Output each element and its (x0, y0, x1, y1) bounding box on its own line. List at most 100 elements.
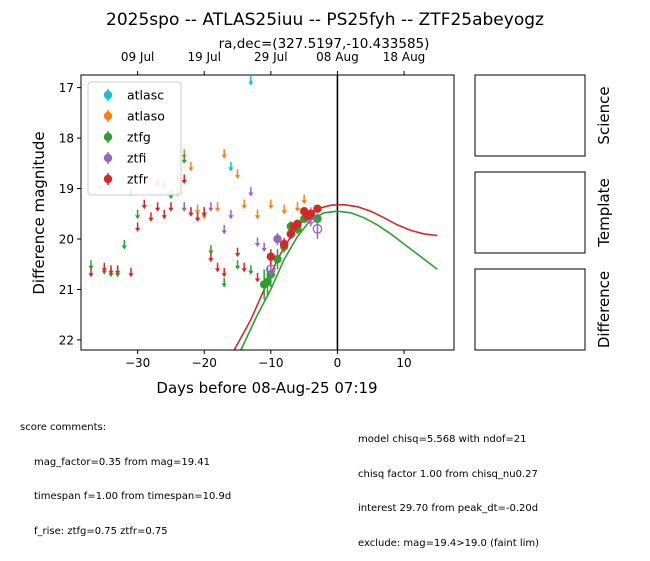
image-panel-label: Difference (595, 271, 613, 348)
plot-area: −30 −20 −10 0 10 09 Jul 19 Jul 29 Jul 08 Aug 18 A… (59, 50, 455, 370)
chart-title: 2025spo -- ATLAS25iuu -- PS25fyh -- ZTF2… (106, 10, 544, 30)
legend: atlasc atlaso ztfg ztfi ztfr (87, 81, 182, 196)
score-comments: score comments: mag_factor=0.35 from mag… (20, 399, 231, 549)
upper-limit-arrow-ztfr (181, 179, 187, 184)
upper-limit-arrow-ztfr (234, 253, 241, 258)
upper-limit-arrow-atlasc (228, 167, 234, 172)
y-tick-label: 17 (59, 81, 74, 95)
upper-limit-arrow-ztfr (128, 273, 134, 278)
top-tick-label: 09 Jul (121, 50, 155, 64)
upper-limit-arrow-ztfg (208, 250, 214, 255)
upper-limit-arrow-ztfr (88, 273, 94, 278)
upper-limit-arrow-ztfg (121, 245, 127, 250)
data-point-ztfr (306, 209, 315, 218)
upper-limit-arrow-ztfi (181, 207, 187, 212)
upper-limit-arrow-ztfr (148, 217, 154, 222)
chart-subtitle: ra,dec=(327.5197,-10.433585) (219, 36, 430, 52)
legend-marker-ztfg (103, 132, 113, 142)
upper-limit-arrow-atlaso (268, 205, 274, 210)
upper-limit-arrow-ztfr (254, 278, 261, 283)
upper-limit-arrow-ztfg (88, 265, 94, 270)
model-line: exclude: mag=19.4>19.0 (faint lim) (358, 537, 540, 549)
legend-label-ztfr: ztfr (127, 172, 149, 187)
upper-limit-arrow-ztfr (161, 215, 167, 220)
upper-limit-arrow-ztfr (194, 217, 201, 222)
upper-limit-arrow-ztfi (248, 192, 254, 197)
data-point-ztfr (293, 219, 302, 229)
y-tick-label: 22 (59, 333, 74, 347)
upper-limit-arrow-ztfi (228, 215, 234, 220)
top-tick-label: 18 Aug (383, 50, 426, 64)
model-comments: model chisq=5.568 with ndof=21 chisq fac… (358, 411, 539, 561)
image-panel-science (474, 74, 586, 157)
upper-limit-arrow-atlaso (241, 205, 247, 210)
upper-limit-arrow-ztfr (154, 207, 161, 212)
upper-limit-arrow-ztfi (221, 230, 227, 235)
plot-inner (88, 75, 438, 350)
upper-limit-arrow-ztfr (101, 268, 107, 273)
upper-limit-arrow-ztfg (221, 283, 227, 288)
upper-limit-arrow-ztfr (168, 207, 174, 212)
upper-limit-arrow-ztfg (115, 273, 121, 278)
upper-limit-arrow-ztfr (221, 273, 227, 278)
upper-limit-arrow-ztfr (141, 205, 147, 210)
upper-limit-arrow-ztfr (188, 212, 194, 217)
model-line: model chisq=5.568 with ndof=21 (358, 434, 527, 445)
x-tick-label: 10 (396, 356, 411, 370)
nondetection-point-ztfi (312, 224, 323, 234)
x-tick-label: 0 (334, 356, 342, 370)
top-tick-label: 29 Jul (254, 50, 288, 64)
image-panel-template (474, 171, 586, 254)
upper-limit-arrow-atlaso (188, 167, 194, 172)
upper-limit-arrow-atlaso (281, 210, 287, 215)
data-point-ztfr (266, 252, 276, 261)
upper-limit-arrow-atlasc (248, 81, 254, 86)
upper-limit-arrow-atlaso (234, 174, 241, 179)
data-point-ztfg (263, 277, 272, 287)
legend-marker-ztfi (103, 153, 113, 163)
y-tick-label: 21 (59, 283, 74, 297)
x-tick-label: −20 (192, 356, 217, 370)
upper-limit-arrow-ztfi (208, 207, 214, 212)
data-point-ztfr (279, 239, 289, 249)
legend-marker-atlaso (103, 111, 113, 121)
upper-limit-arrow-ztfr (201, 212, 207, 217)
data-point-ztfg (273, 254, 282, 264)
upper-limit-arrow-ztfg (181, 159, 187, 164)
upper-limit-arrow-ztfr (214, 268, 221, 273)
upper-limit-arrow-ztfg (168, 195, 174, 200)
upper-limit-arrow-ztfr (108, 270, 114, 275)
legend-marker-atlasc (103, 90, 113, 100)
upper-limit-arrow-ztfi (261, 248, 267, 253)
image-panels: Science Template Difference (474, 74, 613, 351)
upper-limit-arrow-ztfr (241, 268, 247, 273)
legend-label-atlaso: atlaso (127, 109, 165, 124)
nondetection-point-ztfi (265, 264, 276, 275)
upper-limit-arrow-atlaso (254, 215, 261, 220)
score-line: f_rise: ztfg=0.75 ztfr=0.75 (34, 525, 168, 537)
upper-limit-arrow-ztfr (208, 258, 214, 263)
upper-limit-arrow-ztfg (248, 270, 254, 275)
score-comments-header: score comments: (20, 422, 107, 433)
upper-limit-arrow-ztfg (135, 215, 141, 220)
upper-limit-arrow-atlaso (301, 200, 307, 205)
y-tick-label: 19 (59, 182, 74, 196)
data-point-ztfr (286, 229, 296, 239)
image-panel-label: Science (595, 86, 613, 144)
x-axis-label: Days before 08-Aug-25 07:19 (156, 379, 377, 397)
upper-limit-arrow-ztfg (101, 270, 107, 275)
legend-label-ztfg: ztfg (127, 130, 151, 145)
y-tick-label: 20 (59, 232, 74, 246)
legend-marker-ztfr (103, 174, 113, 184)
y-axis-label: Difference magnitude (30, 131, 48, 294)
plot-frame (80, 74, 455, 351)
upper-limit-arrow-atlaso (294, 207, 301, 212)
upper-limit-arrow-atlaso (201, 215, 207, 220)
upper-limit-arrow-ztfr (135, 227, 141, 232)
score-line: timespan f=1.00 from timespan=10.9d (34, 491, 232, 502)
model-line: chisq factor 1.00 from chisq_nu0.27 (358, 468, 538, 480)
y-tick-label: 18 (59, 132, 74, 146)
legend-box (87, 81, 182, 196)
image-panel-difference (474, 268, 586, 351)
model-line: interest 29.70 from peak_dt=-0.20d (358, 503, 539, 514)
